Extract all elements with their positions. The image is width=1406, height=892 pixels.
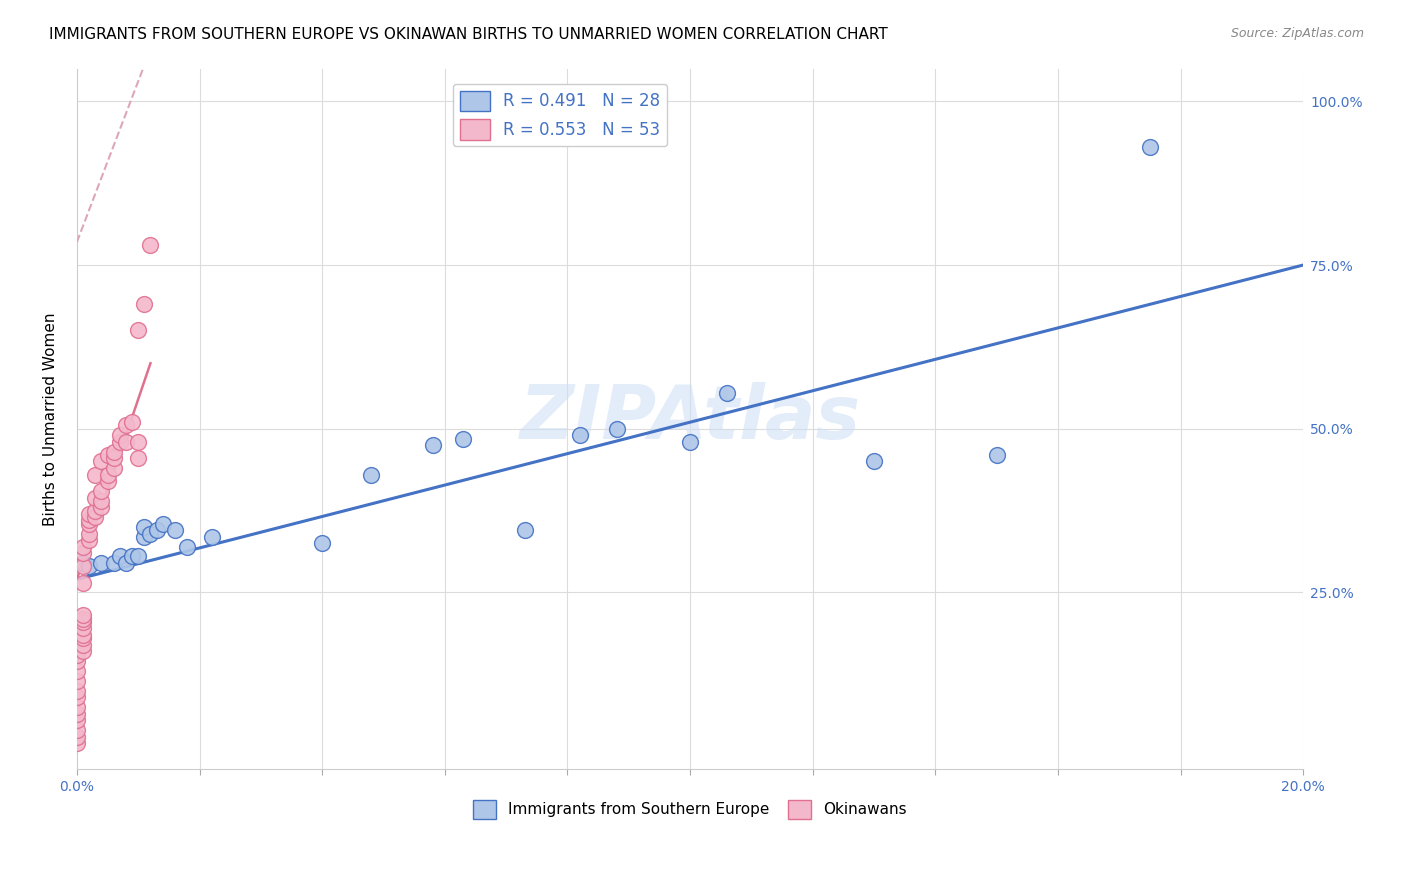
- Point: [121, 415, 143, 429]
- Point: [716, 385, 738, 400]
- Point: [127, 549, 149, 564]
- Point: [77, 513, 100, 527]
- Point: [96, 474, 118, 488]
- Point: [77, 507, 100, 521]
- Point: [176, 540, 198, 554]
- Point: [127, 451, 149, 466]
- Point: [84, 491, 107, 505]
- Point: [72, 628, 94, 642]
- Point: [152, 516, 174, 531]
- Point: [605, 422, 627, 436]
- Point: [72, 559, 94, 574]
- Point: [90, 556, 112, 570]
- Point: [108, 428, 131, 442]
- Point: [139, 526, 162, 541]
- Point: [66, 648, 89, 662]
- Point: [90, 493, 112, 508]
- Point: [72, 546, 94, 560]
- Text: ZIPAtlas: ZIPAtlas: [520, 383, 860, 456]
- Point: [66, 690, 89, 705]
- Point: [96, 467, 118, 482]
- Point: [679, 434, 702, 449]
- Point: [84, 510, 107, 524]
- Point: [77, 533, 100, 547]
- Point: [127, 324, 149, 338]
- Point: [115, 418, 138, 433]
- Point: [863, 454, 886, 468]
- Point: [72, 644, 94, 658]
- Point: [163, 523, 186, 537]
- Point: [103, 444, 125, 458]
- Point: [360, 467, 382, 482]
- Point: [66, 673, 89, 688]
- Legend: Immigrants from Southern Europe, Okinawans: Immigrants from Southern Europe, Okinawa…: [467, 794, 912, 825]
- Point: [108, 434, 131, 449]
- Point: [134, 520, 156, 534]
- Point: [451, 432, 474, 446]
- Point: [1139, 140, 1161, 154]
- Point: [77, 526, 100, 541]
- Point: [66, 736, 89, 750]
- Point: [90, 483, 112, 498]
- Point: [96, 448, 118, 462]
- Point: [134, 297, 156, 311]
- Text: Source: ZipAtlas.com: Source: ZipAtlas.com: [1230, 27, 1364, 40]
- Point: [84, 503, 107, 517]
- Point: [77, 516, 100, 531]
- Point: [66, 706, 89, 721]
- Point: [103, 556, 125, 570]
- Point: [72, 608, 94, 623]
- Point: [72, 632, 94, 646]
- Point: [115, 556, 138, 570]
- Point: [103, 451, 125, 466]
- Point: [72, 615, 94, 629]
- Point: [127, 434, 149, 449]
- Point: [66, 730, 89, 744]
- Point: [108, 549, 131, 564]
- Y-axis label: Births to Unmarried Women: Births to Unmarried Women: [44, 312, 58, 525]
- Point: [77, 559, 100, 574]
- Point: [84, 467, 107, 482]
- Point: [513, 523, 536, 537]
- Point: [72, 622, 94, 636]
- Point: [72, 612, 94, 626]
- Point: [103, 461, 125, 475]
- Point: [72, 638, 94, 652]
- Point: [66, 664, 89, 678]
- Point: [90, 454, 112, 468]
- Point: [986, 448, 1008, 462]
- Point: [66, 713, 89, 727]
- Point: [66, 683, 89, 698]
- Point: [115, 434, 138, 449]
- Point: [139, 238, 162, 252]
- Point: [134, 530, 156, 544]
- Point: [90, 500, 112, 515]
- Point: [145, 523, 167, 537]
- Point: [72, 575, 94, 590]
- Point: [66, 700, 89, 714]
- Point: [72, 556, 94, 570]
- Point: [66, 723, 89, 737]
- Point: [422, 438, 444, 452]
- Text: IMMIGRANTS FROM SOUTHERN EUROPE VS OKINAWAN BIRTHS TO UNMARRIED WOMEN CORRELATIO: IMMIGRANTS FROM SOUTHERN EUROPE VS OKINA…: [49, 27, 889, 42]
- Point: [121, 549, 143, 564]
- Point: [568, 428, 591, 442]
- Point: [201, 530, 224, 544]
- Point: [72, 540, 94, 554]
- Point: [66, 654, 89, 668]
- Point: [311, 536, 333, 550]
